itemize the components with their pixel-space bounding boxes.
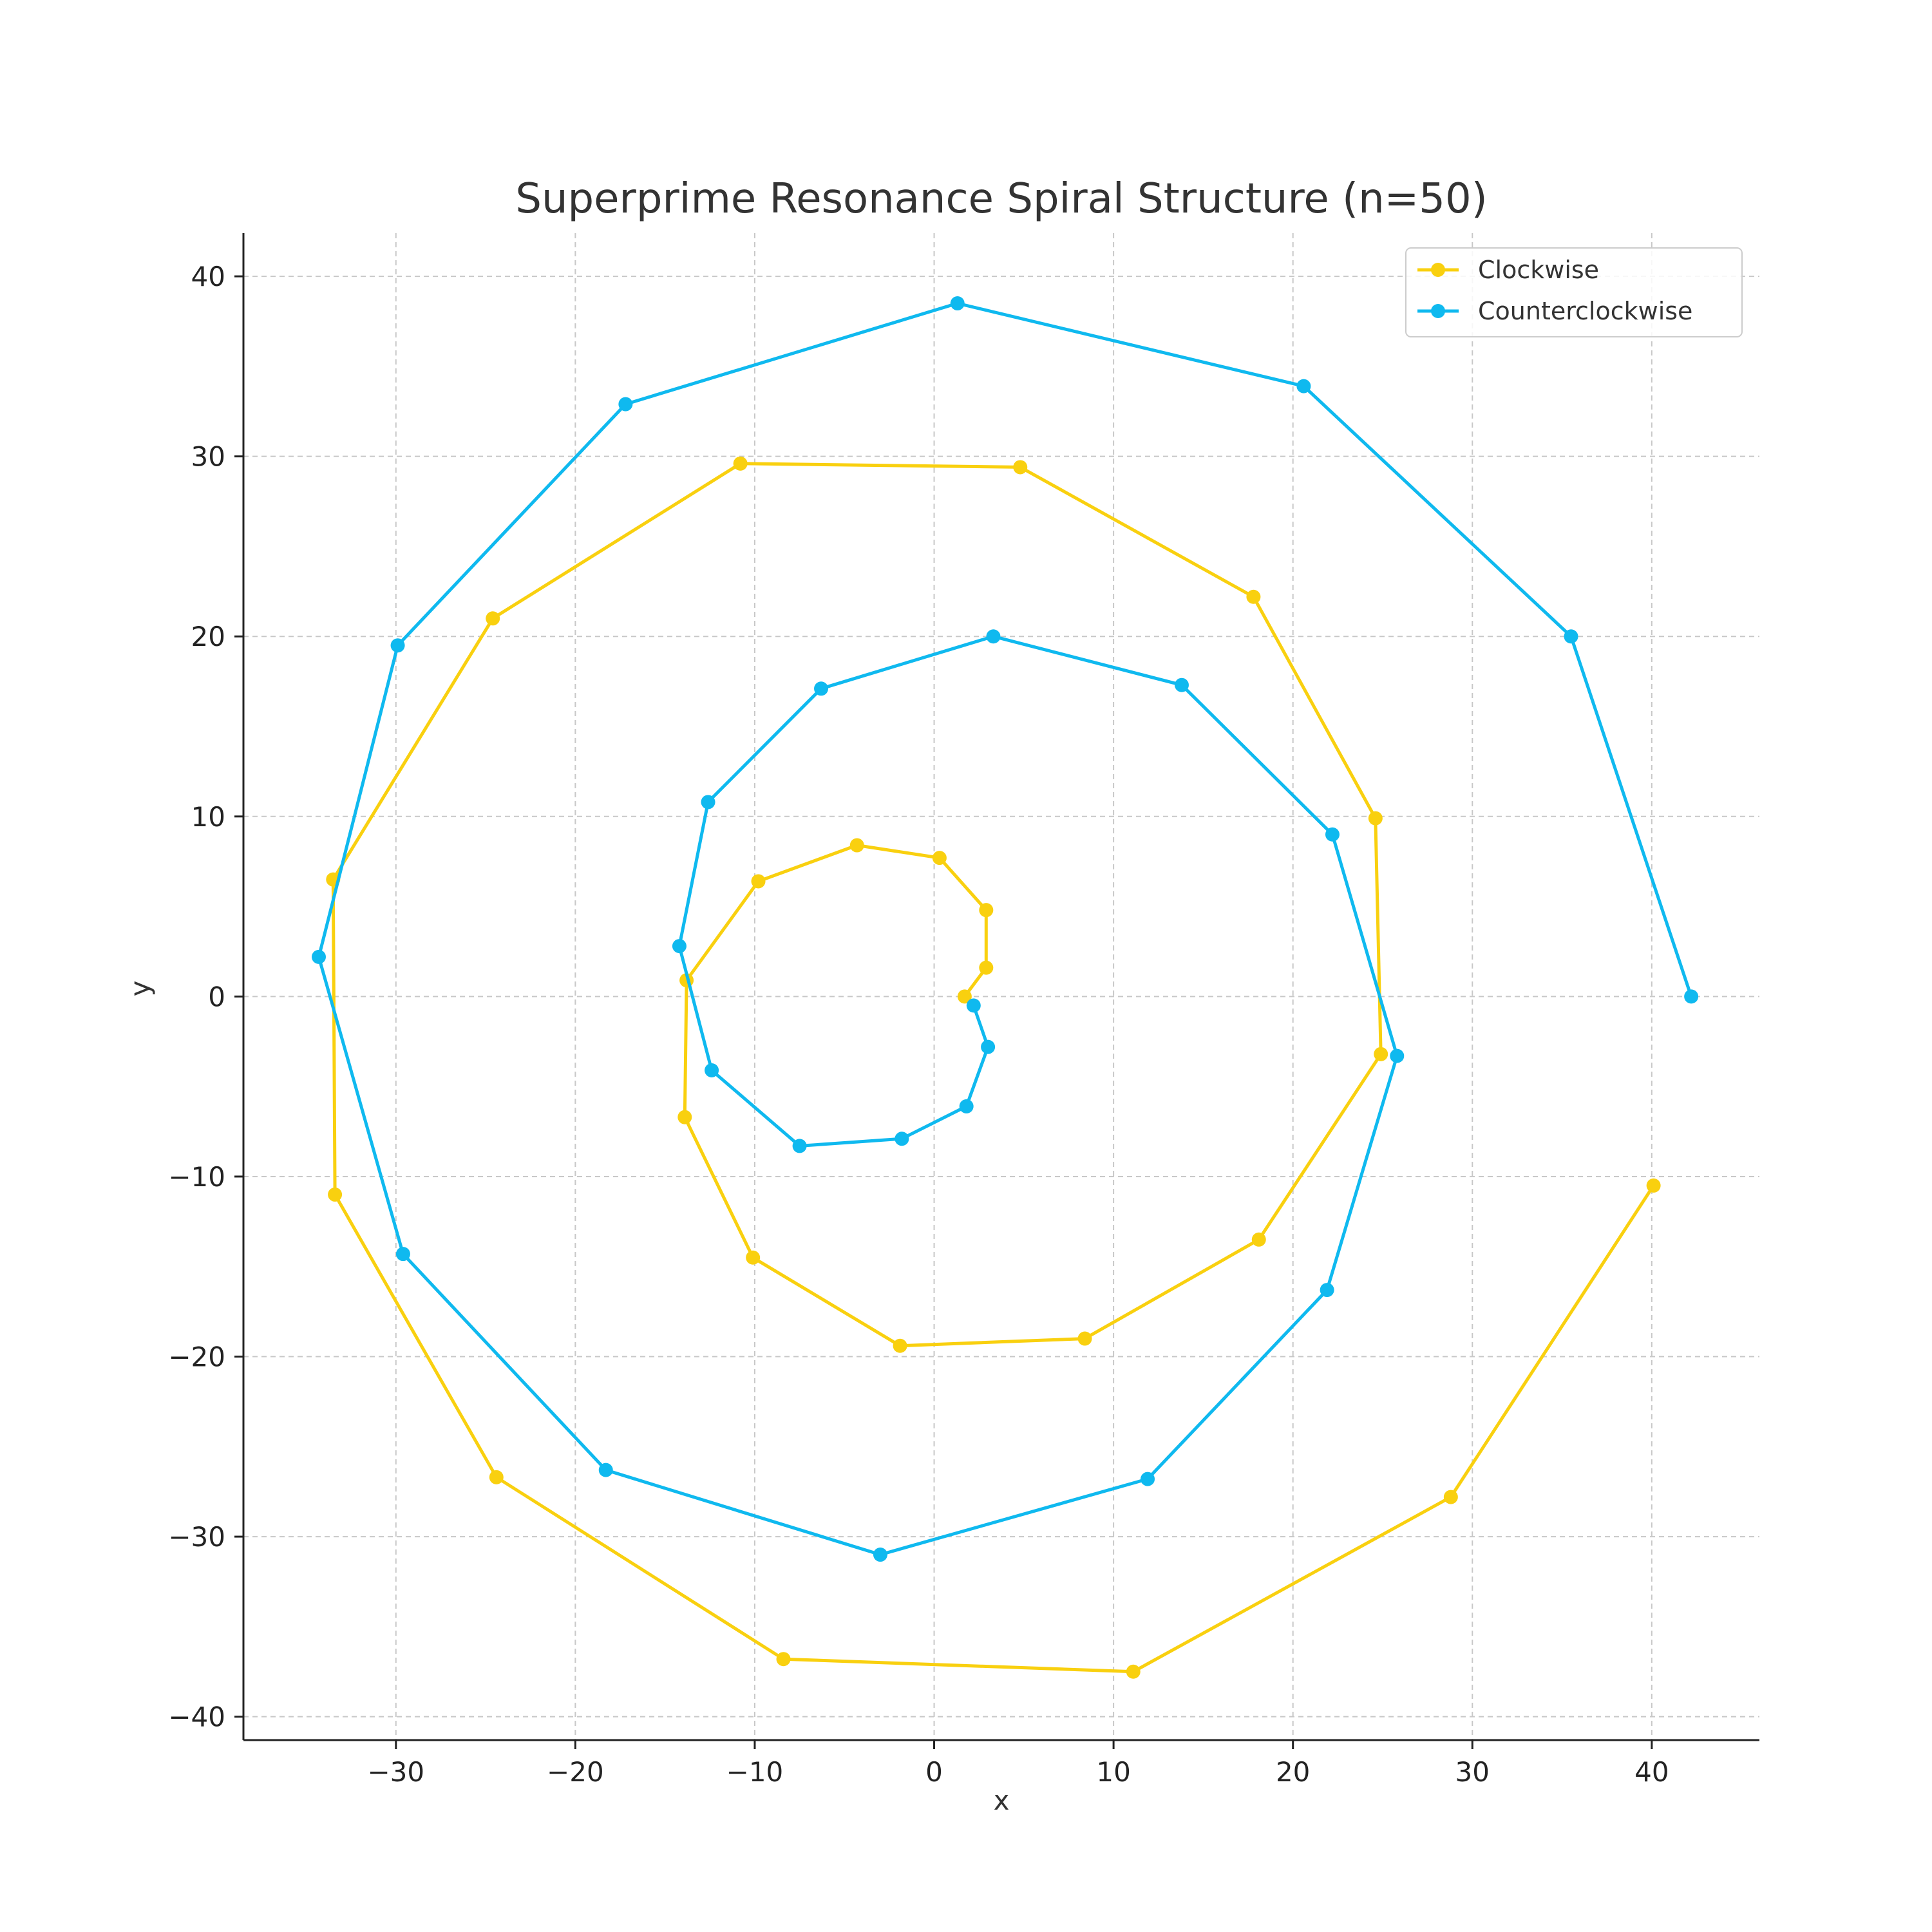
legend-label-clockwise: Clockwise [1478, 256, 1599, 284]
data-point-counterclockwise [598, 1463, 613, 1477]
data-point-counterclockwise [981, 1039, 996, 1054]
data-point-clockwise [1251, 1232, 1266, 1247]
x-tick-label: 10 [1096, 1756, 1130, 1788]
data-point-clockwise [1126, 1664, 1141, 1679]
y-tick-label: −20 [168, 1341, 225, 1373]
data-point-clockwise [776, 1652, 791, 1667]
data-point-counterclockwise [705, 1063, 719, 1077]
x-tick-label: −30 [367, 1756, 424, 1788]
data-point-counterclockwise [672, 939, 687, 954]
data-point-counterclockwise [1296, 379, 1311, 393]
legend-item-counterclockwise: Counterclockwise [1417, 297, 1692, 325]
x-tick-label: −10 [726, 1756, 784, 1788]
data-point-clockwise [486, 611, 500, 626]
y-tick-label: 10 [191, 801, 225, 833]
data-point-counterclockwise [895, 1132, 909, 1146]
data-point-clockwise [733, 456, 748, 471]
data-point-counterclockwise [1564, 629, 1578, 644]
x-axis-label: x [994, 1785, 1010, 1816]
data-point-clockwise [1077, 1331, 1092, 1346]
data-point-counterclockwise [1141, 1472, 1155, 1486]
data-point-counterclockwise [312, 949, 327, 964]
data-point-counterclockwise [873, 1548, 887, 1562]
x-tick-label: 0 [925, 1756, 943, 1788]
y-tick-label: 20 [191, 621, 225, 652]
data-point-counterclockwise [395, 1247, 410, 1262]
legend-box [1405, 247, 1743, 337]
x-tick-label: 20 [1276, 1756, 1310, 1788]
data-point-counterclockwise [986, 629, 1001, 644]
series-line-counterclockwise [317, 301, 1693, 1557]
x-tick-label: −20 [547, 1756, 604, 1788]
data-point-clockwise [677, 1110, 692, 1124]
data-point-clockwise [1374, 1046, 1388, 1061]
data-point-counterclockwise [1684, 989, 1699, 1004]
data-point-clockwise [849, 838, 864, 853]
x-tick-label: 40 [1634, 1756, 1669, 1788]
y-tick-label: −10 [168, 1161, 225, 1193]
data-point-clockwise [1646, 1178, 1661, 1193]
legend-marker-counterclockwise [1431, 304, 1445, 318]
data-point-counterclockwise [1390, 1048, 1405, 1063]
y-tick-label: −40 [168, 1701, 225, 1733]
axes: −30 −20 −10 0 10 20 30 40 −40 −30 −20 −10 0 10 20 30 40 [168, 233, 1759, 1788]
data-point-clockwise [746, 1250, 761, 1265]
data-point-clockwise [1013, 460, 1028, 475]
data-point-counterclockwise [792, 1139, 807, 1153]
legend-label-counterclockwise: Counterclockwise [1478, 297, 1692, 325]
data-point-counterclockwise [390, 638, 405, 653]
x-tick-label: 30 [1455, 1756, 1490, 1788]
data-point-counterclockwise [1174, 677, 1189, 692]
data-point-counterclockwise [1325, 827, 1340, 842]
data-point-clockwise [1368, 811, 1383, 826]
chart-title: Superprime Resonance Spiral Structure (n… [515, 175, 1487, 223]
data-point-counterclockwise [1320, 1283, 1334, 1298]
data-point-clockwise [893, 1338, 907, 1353]
data-point-counterclockwise [959, 1099, 974, 1113]
data-point-clockwise [328, 1187, 343, 1202]
data-point-clockwise [1443, 1490, 1458, 1504]
legend-marker-clockwise [1431, 263, 1445, 277]
data-point-clockwise [979, 960, 994, 975]
data-point-counterclockwise [618, 397, 633, 412]
legend: Clockwise Counterclockwise [1405, 247, 1743, 337]
data-point-clockwise [1246, 589, 1261, 604]
data-point-clockwise [957, 989, 972, 1004]
data-point-clockwise [979, 903, 994, 918]
y-tick-label: 40 [191, 261, 225, 292]
y-axis-label: y [124, 981, 156, 997]
grid [243, 233, 1759, 1740]
data-point-counterclockwise [950, 296, 965, 311]
data-point-counterclockwise [701, 795, 715, 810]
data-point-counterclockwise [966, 998, 981, 1013]
series-counterclockwise [312, 296, 1699, 1562]
series-line-clockwise [331, 462, 1655, 1674]
series-group [312, 296, 1699, 1679]
y-tick-label: 30 [191, 441, 225, 473]
data-point-clockwise [932, 851, 947, 866]
y-tick-label: −30 [168, 1521, 225, 1553]
data-point-clockwise [751, 874, 766, 889]
legend-item-clockwise: Clockwise [1417, 256, 1599, 284]
data-point-counterclockwise [814, 681, 829, 696]
y-tick-label: 0 [208, 981, 225, 1012]
data-point-clockwise [489, 1470, 504, 1484]
